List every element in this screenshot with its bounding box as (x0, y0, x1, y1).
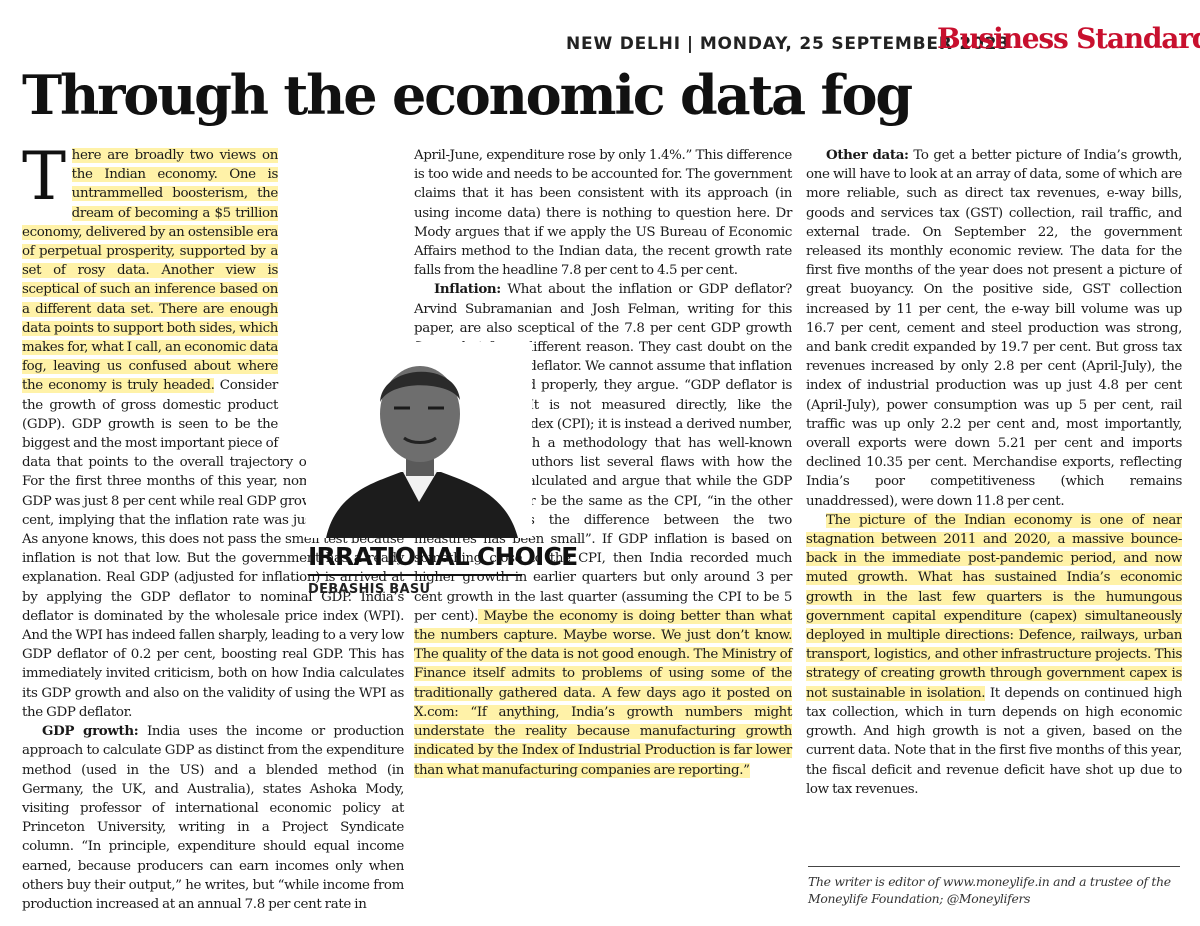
paragraph-inflation: Inflation: What about the inflation or G… (414, 280, 792, 779)
dateline-separator: | (686, 34, 694, 54)
highlighted-text: The picture of the Indian economy is one… (806, 512, 1182, 701)
author-photo (306, 342, 532, 538)
footnote-divider (808, 866, 1180, 867)
drop-cap: T (22, 138, 66, 215)
subhead-other-data: Other data: (826, 147, 909, 163)
subhead-gdp-growth: GDP growth: (42, 723, 139, 740)
article-column-3: Other data: To get a better picture of I… (806, 146, 1182, 799)
dateline: NEW DELHI | MONDAY, 25 SEPTEMBER 2023 (566, 34, 1010, 54)
brand-logo: Business Standard (937, 22, 1200, 55)
byline-rule (308, 574, 522, 576)
article-column-2: April-June, expenditure rose by only 1.4… (414, 146, 792, 780)
paragraph-other-data: Other data: To get a better picture of I… (806, 146, 1182, 511)
paragraph-gdp-growth-continued: April-June, expenditure rose by only 1.4… (414, 146, 792, 280)
body-text: What about the inflation or GDP deflator… (414, 282, 792, 624)
paragraph-gdp-growth: GDP growth: India uses the income or pro… (22, 722, 404, 914)
body-text: To get a better picture of India’s growt… (806, 148, 1182, 509)
author-name: DEBASHIS BASU (308, 582, 431, 597)
dateline-date: MONDAY, 25 SEPTEMBER 2023 (699, 34, 1010, 54)
column-byline: IRRATIONAL CHOICE DEBASHIS BASU (308, 542, 578, 597)
masthead: NEW DELHI | MONDAY, 25 SEPTEMBER 2023 Busi… (0, 14, 1200, 55)
highlighted-text: here are broadly two views on the Indian… (22, 148, 278, 394)
dateline-city: NEW DELHI (566, 34, 681, 54)
body-text: It depends on continued high tax collect… (806, 685, 1182, 797)
highlighted-text: Maybe the economy is doing better than w… (414, 608, 792, 778)
author-portrait-icon (306, 342, 532, 538)
subhead-inflation: Inflation: (434, 281, 501, 298)
headline: Through the economic data fog (22, 63, 913, 127)
body-text: India uses the income or production appr… (22, 724, 404, 912)
body-text: April-June, expenditure rose by only 1.4… (414, 148, 792, 279)
column-name: IRRATIONAL CHOICE (308, 542, 578, 571)
paragraph-conclusion: The picture of the Indian economy is one… (806, 511, 1182, 799)
footnote: The writer is editor of www.moneylife.in… (808, 874, 1171, 906)
